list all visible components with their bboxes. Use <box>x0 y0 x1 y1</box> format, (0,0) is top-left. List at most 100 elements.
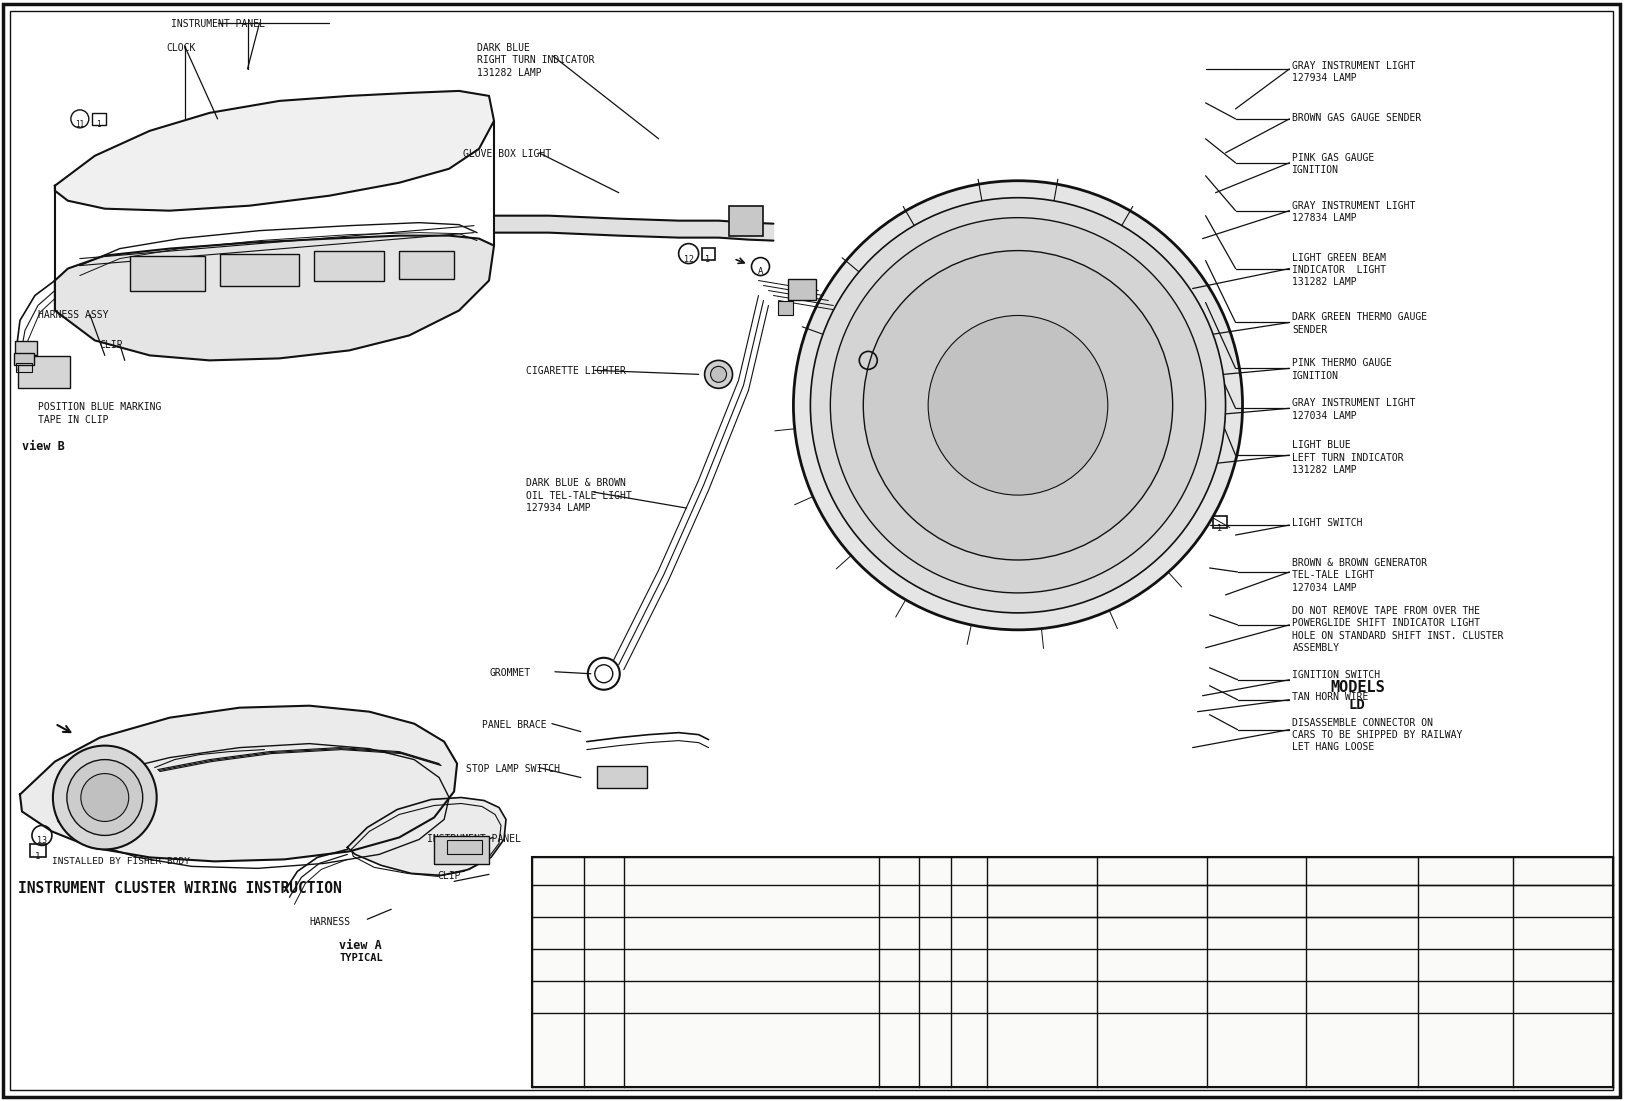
Text: SHEET: SHEET <box>1520 860 1548 869</box>
Text: AUTH.: AUTH. <box>881 1062 907 1072</box>
Text: GRAY INSTRUMENT LIGHT
127834 LAMP: GRAY INSTRUMENT LIGHT 127834 LAMP <box>1293 200 1416 224</box>
Text: 12: 12 <box>589 919 598 928</box>
Text: 1: 1 <box>96 120 101 129</box>
Text: 3726600: 3726600 <box>1208 919 1250 929</box>
Text: view B: view B <box>23 440 65 454</box>
Text: PART No.: PART No. <box>1099 919 1138 928</box>
Text: 11: 11 <box>75 120 85 129</box>
Text: REDRAWN: REDRAWN <box>626 983 663 992</box>
Polygon shape <box>55 91 494 210</box>
Text: GRAY INSTRUMENT LIGHT
127034 LAMP: GRAY INSTRUMENT LIGHT 127034 LAMP <box>1293 399 1416 421</box>
Text: 12: 12 <box>1439 901 1491 944</box>
Text: DATE: DATE <box>537 1062 558 1072</box>
Bar <box>532 858 1613 1087</box>
Text: INSTALLED BY FISHER BODY: INSTALLED BY FISHER BODY <box>52 858 190 866</box>
Text: CHECKED: CHECKED <box>1208 887 1244 896</box>
Bar <box>130 255 205 291</box>
Text: WAS 3724309 1 CLIP: WAS 3724309 1 CLIP <box>626 951 722 960</box>
Bar <box>1213 516 1226 528</box>
Bar <box>447 840 481 854</box>
Bar <box>18 357 70 389</box>
Text: PINK THERMO GAUGE
IGNITION: PINK THERMO GAUGE IGNITION <box>1293 359 1392 381</box>
Text: B: B <box>865 361 872 370</box>
Text: LIGHT SWITCH: LIGHT SWITCH <box>1293 519 1363 528</box>
Text: REF.: REF. <box>989 887 1010 896</box>
Text: INSTRUMENT CLUSTER WIRING INSTRUCTION: INSTRUMENT CLUSTER WIRING INSTRUCTION <box>18 881 341 896</box>
Text: LD: LD <box>1350 698 1366 711</box>
Text: 13: 13 <box>37 836 47 844</box>
Text: 4-9-58: 4-9-58 <box>537 983 567 992</box>
Text: TAN HORN WIRE: TAN HORN WIRE <box>1293 691 1369 701</box>
Text: PANEL BRACE: PANEL BRACE <box>481 720 546 730</box>
Circle shape <box>81 774 128 821</box>
Bar <box>779 302 793 316</box>
Bar <box>91 113 106 124</box>
Text: HARNESS ASSY: HARNESS ASSY <box>37 310 109 320</box>
Text: CLIP: CLIP <box>99 340 124 350</box>
Text: STOP LAMP SWITCH: STOP LAMP SWITCH <box>467 764 559 774</box>
Text: GRAY INSTRUMENT LIGHT
127934 LAMP: GRAY INSTRUMENT LIGHT 127934 LAMP <box>1293 61 1416 84</box>
Text: GLOVE BOX LIGHT: GLOVE BOX LIGHT <box>463 149 551 159</box>
Bar <box>18 355 34 362</box>
Circle shape <box>863 251 1172 560</box>
Text: A: A <box>758 268 763 276</box>
Text: CIGARETTE LIGHTER: CIGARETTE LIGHTER <box>525 367 626 377</box>
Text: 1: 1 <box>1218 524 1223 533</box>
Bar <box>16 363 33 372</box>
Text: WAS 3724310 3 CLIPS: WAS 3724310 3 CLIPS <box>626 919 728 928</box>
Bar <box>597 765 647 787</box>
Text: 4.00: 4.00 <box>1509 901 1616 944</box>
Text: 11: 11 <box>589 951 598 960</box>
Circle shape <box>831 218 1205 593</box>
Polygon shape <box>494 216 774 241</box>
Text: 1: 1 <box>36 852 41 861</box>
Bar <box>220 253 299 285</box>
Text: PASSENGER CAR INSTRUCTION MANUAL: PASSENGER CAR INSTRUCTION MANUAL <box>1067 860 1267 870</box>
Circle shape <box>810 198 1226 613</box>
Bar <box>789 279 816 301</box>
Circle shape <box>67 760 143 836</box>
Circle shape <box>793 181 1242 630</box>
Text: CK.: CK. <box>953 1062 969 1072</box>
Bar <box>15 341 37 356</box>
Text: IGNITION SWITCH: IGNITION SWITCH <box>1293 669 1380 679</box>
Text: INSTRUMENT PANEL: INSTRUMENT PANEL <box>428 835 522 844</box>
Circle shape <box>704 360 733 389</box>
Text: POSITION BLUE MARKING
TAPE IN CLIP: POSITION BLUE MARKING TAPE IN CLIP <box>37 402 161 425</box>
Text: INSTRUMENT PANEL: INSTRUMENT PANEL <box>171 19 265 29</box>
Text: 10: 10 <box>589 983 598 992</box>
Text: CLOCK: CLOCK <box>167 43 197 53</box>
Circle shape <box>54 745 156 849</box>
Text: DRAWN: DRAWN <box>1099 887 1124 896</box>
Text: NAME: NAME <box>989 860 1010 869</box>
Bar <box>400 251 454 279</box>
Bar <box>29 844 46 858</box>
Text: CLIP: CLIP <box>437 871 460 882</box>
Text: NOTE ADDED: NOTE ADDED <box>626 887 680 896</box>
Text: DO NOT REMOVE TAPE FROM OVER THE
POWERGLIDE SHIFT INDICATOR LIGHT
HOLE ON STANDA: DO NOT REMOVE TAPE FROM OVER THE POWERGL… <box>1293 606 1504 653</box>
Text: BROWN GAS GAUGE SENDER: BROWN GAS GAUGE SENDER <box>1293 113 1421 123</box>
Text: DATE: DATE <box>989 919 1010 928</box>
Text: BROWN & BROWN GENERATOR
TEL-TALE LIGHT
127034 LAMP: BROWN & BROWN GENERATOR TEL-TALE LIGHT 1… <box>1293 558 1428 592</box>
Text: 8150: 8150 <box>813 983 834 992</box>
Text: DARK GREEN THERMO GAUGE
SENDER: DARK GREEN THERMO GAUGE SENDER <box>1293 313 1428 335</box>
Text: SECT.: SECT. <box>1426 860 1454 869</box>
Text: 7-25-55: 7-25-55 <box>1034 919 1073 928</box>
Polygon shape <box>348 797 506 875</box>
Bar <box>434 837 489 864</box>
Text: HARNESS: HARNESS <box>309 917 351 927</box>
Text: GROMMET: GROMMET <box>489 668 530 678</box>
Bar <box>314 251 384 281</box>
Bar <box>15 353 34 366</box>
Text: F: F <box>1309 887 1314 896</box>
Text: LIGHT GREEN BEAM
INDICATOR  LIGHT
131282 LAMP: LIGHT GREEN BEAM INDICATOR LIGHT 131282 … <box>1293 252 1387 287</box>
Text: 12: 12 <box>683 255 694 264</box>
Text: 1: 1 <box>706 255 711 264</box>
Text: REVISION RECORD: REVISION RECORD <box>644 1062 724 1072</box>
Text: 13: 13 <box>589 887 598 896</box>
Text: DARK BLUE & BROWN
OIL TEL-TALE LIGHT
127934 LAMP: DARK BLUE & BROWN OIL TEL-TALE LIGHT 127… <box>525 478 633 513</box>
Circle shape <box>928 316 1107 495</box>
Text: SYM.: SYM. <box>589 1062 610 1072</box>
Text: DARK BLUE
RIGHT TURN INDICATOR
131282 LAMP: DARK BLUE RIGHT TURN INDICATOR 131282 LA… <box>476 43 595 78</box>
Text: DISASSEMBLE CONNECTOR ON
CARS TO BE SHIPPED BY RAILWAY
LET HANG LOOSE: DISASSEMBLE CONNECTOR ON CARS TO BE SHIP… <box>1293 718 1463 752</box>
